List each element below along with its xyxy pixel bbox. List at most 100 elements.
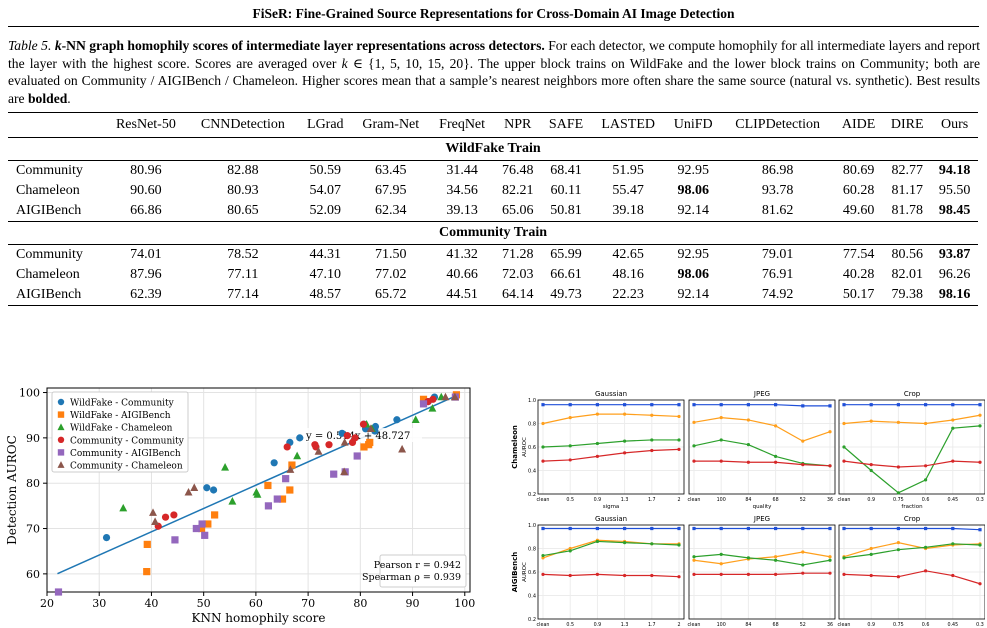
- series-point: [869, 403, 873, 407]
- table-cell: 65.72: [351, 285, 430, 306]
- scatter-point: [209, 486, 218, 494]
- series-point: [623, 412, 627, 416]
- scatter-point: [161, 513, 170, 521]
- panel-title: Crop: [904, 390, 921, 398]
- scatter-point: [151, 517, 160, 525]
- series-point: [951, 418, 955, 422]
- y-tick-label: 100: [19, 387, 40, 400]
- series-point: [692, 459, 696, 463]
- series-line: [843, 414, 981, 425]
- table-cell: 22.23: [591, 285, 666, 306]
- series-line: [542, 448, 680, 462]
- table-cell: 50.81: [550, 203, 582, 218]
- table-cell: 82.77: [891, 163, 923, 178]
- legend-marker: [57, 449, 65, 456]
- series-point: [677, 575, 681, 579]
- scatter-point: [429, 395, 437, 403]
- series-point: [896, 541, 900, 545]
- scatter-point: [190, 483, 199, 491]
- x-tick-label: 0.45: [947, 497, 958, 503]
- table-cell: 93.87: [938, 247, 971, 262]
- table-row: AIGIBench 62.39 77.14 48.57 65.72 44.51 64.14 4…: [8, 285, 978, 306]
- series-point: [541, 445, 545, 449]
- scatter-point: [54, 588, 63, 596]
- scatter-point: [343, 432, 351, 440]
- series-point: [774, 555, 778, 559]
- series-point: [692, 555, 696, 559]
- series-point: [568, 458, 572, 462]
- scatter-point: [198, 520, 206, 528]
- table-cell: 48.57: [298, 285, 352, 306]
- running-header: FiSeR: Fine-Grained Source Representatio…: [252, 6, 735, 21]
- series-point: [774, 454, 778, 458]
- x-axis-label: KNN homophily score: [192, 611, 326, 625]
- series-point: [746, 418, 750, 422]
- series-point: [677, 438, 681, 442]
- table-cell: 51.95: [612, 163, 644, 178]
- y-axis-label: AUROC: [522, 562, 528, 582]
- line-series: [541, 539, 681, 558]
- x-tick-label: 0.5: [566, 622, 574, 628]
- legend-marker: [57, 461, 65, 468]
- x-tick-label: 40: [144, 597, 158, 610]
- panel-frame: [537, 524, 685, 620]
- series-line: [843, 460, 981, 468]
- scatter-point: [253, 490, 262, 498]
- series-point: [623, 439, 627, 443]
- legend-label: Community - Community: [70, 436, 185, 446]
- column-header: UniFD: [665, 112, 722, 138]
- series-point: [623, 573, 627, 578]
- series-point: [623, 403, 627, 407]
- series-point: [978, 460, 982, 464]
- table-row: Community 80.96 82.88 50.59 63.45 31.44 76.48 6…: [8, 161, 978, 182]
- table-cell: 52.09: [309, 203, 342, 218]
- caption-label: Table 5.: [8, 38, 52, 53]
- table-cell: 98.06: [677, 183, 709, 198]
- series-point: [801, 526, 805, 531]
- series-point: [869, 526, 873, 531]
- series-point: [924, 478, 928, 482]
- table-cell: 49.60: [842, 203, 875, 218]
- table-cell: 80.96: [130, 163, 162, 178]
- series-point: [650, 448, 654, 453]
- row-label: AIGIBench: [511, 552, 519, 593]
- legend-marker: [57, 436, 65, 443]
- series-point: [828, 430, 832, 434]
- x-tick-label: 0.6: [922, 497, 930, 503]
- series-point: [951, 526, 955, 531]
- panel-title: Crop: [904, 515, 921, 523]
- legend-label: Community - AIGIBench: [70, 449, 181, 459]
- scatter-point: [296, 434, 304, 442]
- series-line: [542, 573, 680, 578]
- scatter-point: [428, 404, 437, 412]
- scatter-point: [119, 503, 128, 512]
- series-line: [843, 542, 981, 558]
- table-cell: 71.50: [375, 247, 407, 262]
- scatter-point: [325, 441, 333, 449]
- x-tick-label: 90: [406, 597, 420, 610]
- table-cell: 95.50: [938, 183, 971, 198]
- series-line: [542, 540, 680, 557]
- scatter-point: [264, 502, 273, 510]
- scatter-series: [119, 392, 459, 512]
- series-point: [924, 464, 928, 468]
- line-series: [692, 438, 832, 468]
- table-cell: 92.14: [665, 285, 722, 306]
- series-point: [568, 549, 572, 553]
- x-tick-label: 100: [717, 622, 726, 628]
- x-tick-label: 50: [197, 597, 211, 610]
- series-point: [541, 459, 545, 463]
- series-point: [623, 526, 627, 531]
- x-tick-label: 20: [40, 597, 54, 610]
- series-point: [896, 465, 900, 469]
- x-tick-label: 0.45: [947, 622, 958, 628]
- x-tick-label: 1.7: [648, 497, 656, 503]
- legend-label: WildFake - Chameleon: [70, 424, 173, 434]
- stats-line: Pearson r = 0.942: [374, 560, 461, 571]
- series-point: [595, 403, 599, 407]
- series-point: [650, 438, 654, 442]
- series-point: [869, 463, 873, 467]
- line-series: [541, 572, 681, 579]
- series-point: [828, 555, 832, 559]
